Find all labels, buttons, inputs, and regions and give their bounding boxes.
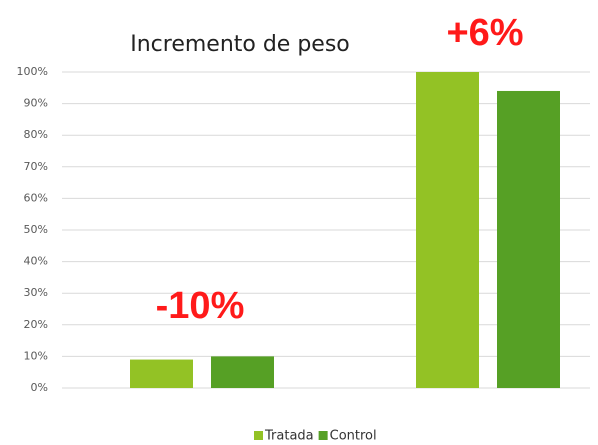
bar bbox=[416, 72, 479, 388]
annotation: +6% bbox=[446, 12, 523, 54]
legend-label: Tratada bbox=[264, 429, 314, 444]
y-tick-label: 20% bbox=[24, 318, 48, 331]
legend-swatch bbox=[254, 431, 263, 440]
y-tick-label: 30% bbox=[24, 286, 48, 299]
legend-swatch bbox=[318, 431, 328, 440]
y-tick-label: 70% bbox=[24, 160, 48, 173]
y-tick-label: 100% bbox=[17, 65, 48, 78]
y-tick-label: 50% bbox=[24, 223, 48, 236]
chart-title: Incremento de peso bbox=[130, 32, 350, 57]
y-tick-label: 40% bbox=[24, 255, 48, 268]
annotation: -10% bbox=[156, 285, 245, 327]
bar bbox=[497, 90, 560, 389]
bar bbox=[130, 359, 193, 388]
legend-label: Control bbox=[330, 429, 377, 444]
y-tick-label: 90% bbox=[24, 97, 48, 110]
bar bbox=[211, 356, 274, 388]
y-tick-label: 80% bbox=[24, 128, 48, 141]
y-tick-label: 10% bbox=[24, 349, 48, 362]
y-tick-label: 60% bbox=[24, 191, 48, 204]
y-tick-label: 0% bbox=[31, 381, 48, 394]
